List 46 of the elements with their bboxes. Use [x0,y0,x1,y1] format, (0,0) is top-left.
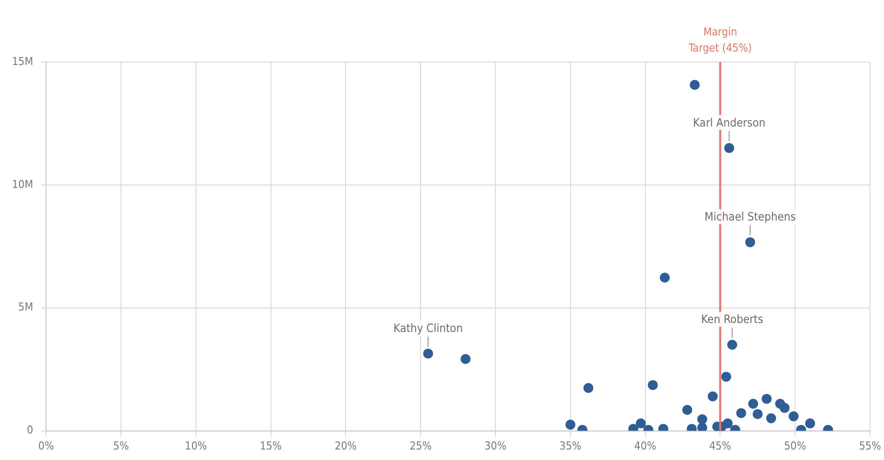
y-tick-label: 10M [12,178,34,191]
point [724,143,734,154]
point [583,383,594,394]
point [745,237,756,248]
point [648,380,658,390]
x-tick-label: 55% [859,439,882,452]
x-tick-label: 15% [260,439,282,452]
point [805,418,816,428]
point [697,414,708,424]
y-tick-label: 0 [26,424,34,437]
point [682,404,692,415]
point [762,394,772,404]
annotation: Michael Stephens [704,209,796,224]
x-tick-label: 45% [709,439,732,452]
point [697,422,708,431]
annotation: Kathy Clinton [393,320,463,335]
point [660,272,670,283]
point [736,408,746,418]
annotation: Ken Roberts [701,312,764,326]
point [690,80,700,90]
y-tick-label: 5M [18,300,34,314]
x-tick-label: 40% [634,439,656,452]
point [636,418,646,428]
ref-line-label: Margin Target (45%) [688,25,752,54]
x-tick-label: 20% [334,439,357,452]
x-tick-label: 5% [113,439,129,452]
point [752,409,763,420]
x-tick-label: 50% [784,439,806,452]
point [565,420,576,430]
x-tick-label: 0% [38,439,54,452]
point [748,398,758,409]
annotation: Karl Anderson [692,115,766,130]
x-tick-label: 10% [184,439,207,452]
point [788,411,799,422]
point [423,348,434,359]
x-tick-label: 30% [484,439,507,452]
point [708,391,718,402]
x-tick-label: 35% [559,439,582,452]
x-tick-label: 25% [410,439,432,452]
point [766,413,776,424]
y-tick-label: 15M [12,54,34,68]
point [780,402,790,413]
point [721,372,732,382]
point [727,340,738,350]
point [460,354,471,364]
point [722,418,733,428]
